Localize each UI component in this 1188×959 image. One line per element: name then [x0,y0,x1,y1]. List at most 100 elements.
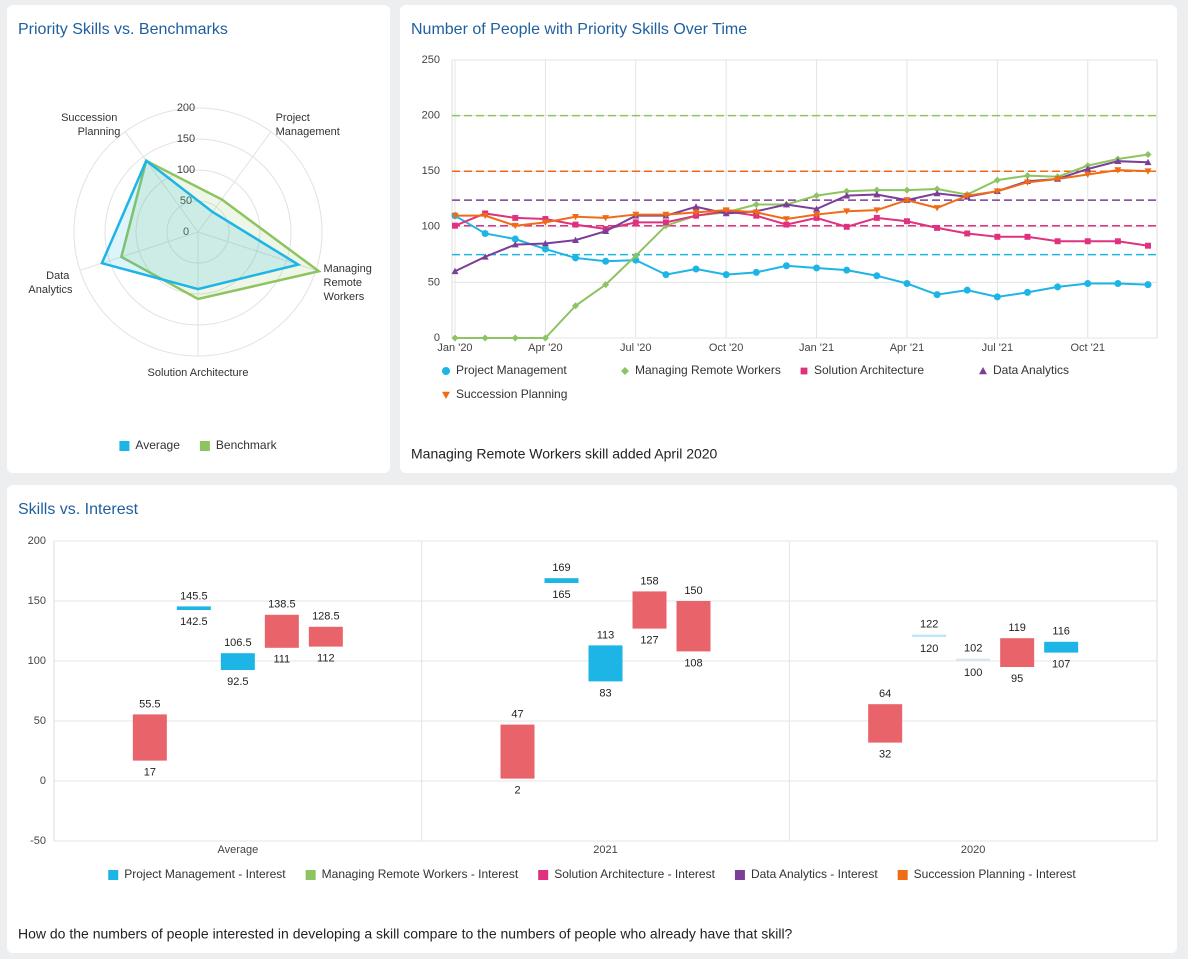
y-tick-label: 100 [422,221,440,233]
point [692,203,700,210]
value-label: 108 [684,657,702,669]
point [963,192,971,200]
point [903,186,911,194]
point [813,205,821,212]
point [722,271,730,279]
x-tick-label: 2020 [961,844,985,856]
legend-label: Managing Remote Workers - Interest [322,867,519,881]
point [602,257,610,265]
value-label: 122 [920,619,938,631]
range-bar [220,653,255,670]
point [602,281,610,289]
y-tick-label: 150 [422,165,440,177]
value-label: 116 [1052,626,1070,638]
caption: How do the numbers of people interested … [18,926,793,942]
value-label: 112 [317,653,335,665]
category-label: Project Management [276,112,340,138]
point [843,187,851,195]
point [572,302,580,310]
point [873,186,881,194]
point [511,235,519,243]
point [572,221,579,228]
point [1114,238,1121,245]
r-tick-label: 200 [177,102,195,114]
point [1023,179,1031,186]
point [451,334,459,342]
point [783,221,790,228]
point [662,219,669,226]
point [933,185,941,193]
spoke [197,131,272,233]
value-label: 113 [597,629,615,641]
value-label: 145.5 [180,590,208,602]
y-tick-label: -50 [30,835,46,847]
point [752,209,760,216]
legend-marker [979,367,987,375]
point [1023,172,1031,180]
x-tick-label: Average [217,844,258,856]
point [933,205,941,212]
category-label: Managing Remote Workers [324,263,375,303]
point [572,213,580,221]
point [481,253,489,260]
point [813,192,821,200]
point [1084,280,1092,288]
range-bar [632,591,667,629]
point [873,191,881,198]
value-label: 100 [964,667,982,679]
chart-title: Priority Skills vs. Benchmarks [18,21,228,38]
value-label: 32 [879,749,891,761]
value-label: 150 [684,585,702,597]
legend-marker [800,367,808,375]
legend-marker [442,391,450,399]
x-tick-label: Apr '20 [528,342,563,354]
point [572,254,580,262]
point [541,219,549,226]
legend-swatch [897,870,908,880]
value-label: 106.5 [224,637,252,649]
legend-swatch [199,441,210,451]
range-bar [1000,638,1035,667]
value-label: 107 [1052,659,1070,671]
y-tick-label: 50 [34,715,46,727]
point [1024,233,1031,240]
point [873,214,880,221]
point [481,229,489,237]
legend-swatch [734,870,745,880]
radar-area [100,158,302,291]
legend-label: Data Analytics - Interest [751,867,878,881]
point [963,286,971,294]
legend-label: Average [135,438,180,452]
point [964,230,971,237]
value-label: 158 [640,575,658,587]
category-label: Solution Architecture [148,367,249,379]
value-label: 64 [879,688,891,700]
legend-swatch [119,441,130,451]
value-label: 165 [552,589,570,601]
chart-title: Skills vs. Interest [18,501,139,518]
point [511,334,519,342]
y-tick-label: 0 [434,332,440,344]
point [1023,288,1031,296]
range-bar [588,645,623,682]
value-label: 55.5 [139,698,160,710]
point [662,271,670,279]
x-tick-label: Oct '20 [709,342,744,354]
value-label: 83 [599,687,611,699]
point [451,267,459,275]
range-bar [500,724,535,779]
x-tick-label: Jul '21 [982,342,1013,354]
point [873,207,881,214]
value-label: 47 [511,709,523,721]
point [1084,165,1092,172]
r-tick-label: 100 [177,164,195,176]
annotation: Managing Remote Workers skill added Apri… [411,446,718,462]
point [632,252,640,260]
x-tick-label: Jan '21 [799,342,834,354]
series-line [454,210,1149,247]
value-label: 169 [552,562,570,574]
point [481,212,489,220]
range-bar [264,614,299,648]
value-label: 119 [1008,622,1026,634]
legend-label: Project Management - Interest [124,867,286,881]
